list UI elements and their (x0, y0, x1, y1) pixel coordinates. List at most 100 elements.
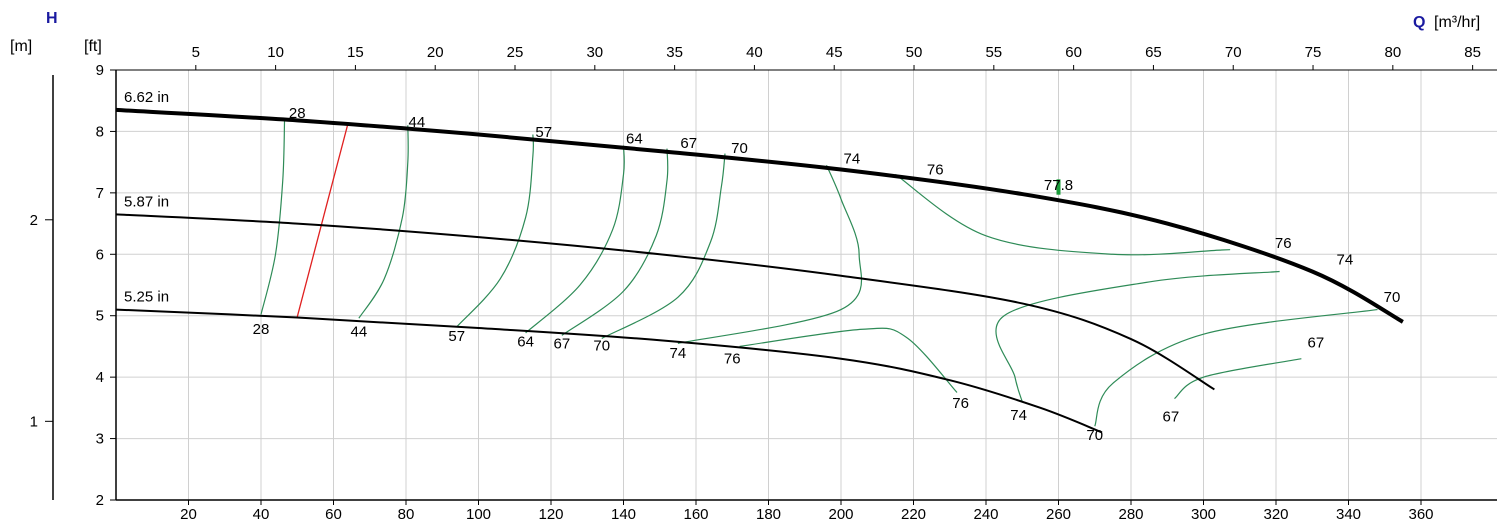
gpm-tick-label: 280 (1118, 506, 1143, 521)
efficiency-contour-67 (561, 148, 669, 336)
efficiency-label: 70 (593, 338, 610, 355)
efficiency-label: 28 (253, 321, 270, 338)
efficiency-contour-57 (456, 134, 535, 328)
h-axis-name: H (46, 10, 58, 27)
m3h-tick-label: 40 (746, 44, 763, 61)
ft-tick-label: 9 (96, 62, 104, 79)
efficiency-label: 67 (680, 135, 697, 152)
min-flow-line (296, 123, 349, 318)
efficiency-label: 67 (554, 335, 571, 352)
efficiency-label: 76 (724, 351, 741, 368)
efficiency-contour-70 (601, 153, 726, 339)
efficiency-contour-74 (995, 270, 1280, 402)
efficiency-contour-76 (895, 173, 1231, 256)
h-axis-unit-ft: [ft] (84, 38, 102, 55)
m3h-tick-label: 85 (1464, 44, 1481, 61)
impeller-curve-label: 6.62 in (124, 89, 169, 106)
efficiency-label: 64 (626, 131, 643, 148)
m3h-tick-label: 30 (586, 44, 603, 61)
m3h-tick-label: 25 (507, 44, 524, 61)
efficiency-contour-76 (739, 327, 958, 393)
efficiency-label: 64 (517, 333, 534, 350)
grid (116, 69, 1497, 501)
ft-tick-label: 5 (96, 308, 104, 325)
gpm-tick-label: 200 (828, 506, 853, 521)
efficiency-label: 76 (952, 395, 969, 412)
efficiency-label: 44 (351, 324, 368, 341)
m3h-tick-label: 65 (1145, 44, 1162, 61)
efficiency-label: 76 (1275, 235, 1292, 252)
ft-tick-label: 7 (96, 185, 104, 202)
gpm-tick-label: 180 (756, 506, 781, 521)
efficiency-label: 74 (1010, 407, 1027, 424)
chart-labels: 6.62 in 5.87 in 5.25 in 28 44 57 64 67 70 74 76 77.… (124, 89, 1400, 444)
m3h-tick-label: 55 (985, 44, 1002, 61)
ft-tick-label: 3 (96, 431, 104, 448)
m3h-tick-label: 45 (826, 44, 843, 61)
efficiency-label: 28 (289, 105, 306, 122)
ft-tick-label: 4 (96, 369, 104, 386)
impeller-curve (115, 308, 1103, 434)
efficiency-label: 67 (1308, 335, 1325, 352)
h-axis-unit-m: [m] (10, 38, 32, 55)
efficiency-contour-44 (358, 125, 409, 319)
m3h-tick-label: 75 (1305, 44, 1322, 61)
q-axis-unit: [m³/hr] (1434, 14, 1480, 31)
m3h-tick-label: 10 (267, 44, 284, 61)
efficiency-label: 57 (535, 124, 552, 141)
impeller-curve (115, 213, 1215, 391)
efficiency-contour-70 (1094, 308, 1378, 427)
efficiency-contours (260, 119, 1378, 427)
ft-tick-label: 2 (96, 492, 104, 509)
gpm-tick-label: 40 (253, 506, 270, 521)
m3h-tick-label: 70 (1225, 44, 1242, 61)
efficiency-contour-64 (525, 145, 625, 334)
efficiency-label: 70 (1086, 427, 1103, 444)
efficiency-label: 44 (409, 114, 426, 131)
impeller-curves (115, 107, 1404, 434)
m3h-tick-label: 50 (906, 44, 923, 61)
gpm-tick-label: 100 (466, 506, 491, 521)
gpm-tick-label: 240 (973, 506, 998, 521)
m3h-tick-label: 35 (666, 44, 683, 61)
m-tick-label: 1 (30, 413, 38, 430)
q-axis-name: Q (1413, 14, 1425, 31)
gpm-tick-label: 60 (325, 506, 342, 521)
impeller-curve (115, 107, 1404, 324)
gpm-tick-label: 140 (611, 506, 636, 521)
efficiency-label: 77.8 (1044, 177, 1073, 194)
efficiency-label: 74 (844, 150, 861, 167)
gpm-tick-label: 120 (538, 506, 563, 521)
gpm-tick-label: 320 (1263, 506, 1288, 521)
gpm-tick-label: 360 (1408, 506, 1433, 521)
efficiency-label: 57 (448, 328, 465, 345)
gpm-tick-label: 340 (1336, 506, 1361, 521)
efficiency-label: 70 (731, 140, 748, 157)
m3h-tick-label: 80 (1384, 44, 1401, 61)
m3h-tick-label: 5 (192, 44, 200, 61)
m3h-tick-label: 60 (1065, 44, 1082, 61)
impeller-curve-label: 5.25 in (124, 289, 169, 306)
efficiency-label: 67 (1163, 408, 1180, 425)
efficiency-label: 76 (927, 161, 944, 178)
gpm-tick-label: 160 (683, 506, 708, 521)
efficiency-label: 70 (1384, 289, 1401, 306)
gpm-tick-label: 80 (398, 506, 415, 521)
efficiency-label: 74 (670, 345, 687, 362)
ft-tick-label: 8 (96, 123, 104, 140)
gpm-tick-label: 260 (1046, 506, 1071, 521)
efficiency-label: 74 (1337, 252, 1354, 269)
gpm-tick-label: 220 (901, 506, 926, 521)
m-tick-label: 2 (30, 212, 38, 229)
ft-tick-label: 6 (96, 246, 104, 263)
gpm-tick-label: 300 (1191, 506, 1216, 521)
m3h-tick-label: 15 (347, 44, 364, 61)
efficiency-contour-67 (1174, 358, 1302, 400)
gpm-tick-label: 20 (180, 506, 197, 521)
m3h-tick-label: 20 (427, 44, 444, 61)
efficiency-contour-28 (260, 119, 286, 315)
efficiency-contour-74 (677, 164, 863, 344)
impeller-curve-label: 5.87 in (124, 193, 169, 210)
